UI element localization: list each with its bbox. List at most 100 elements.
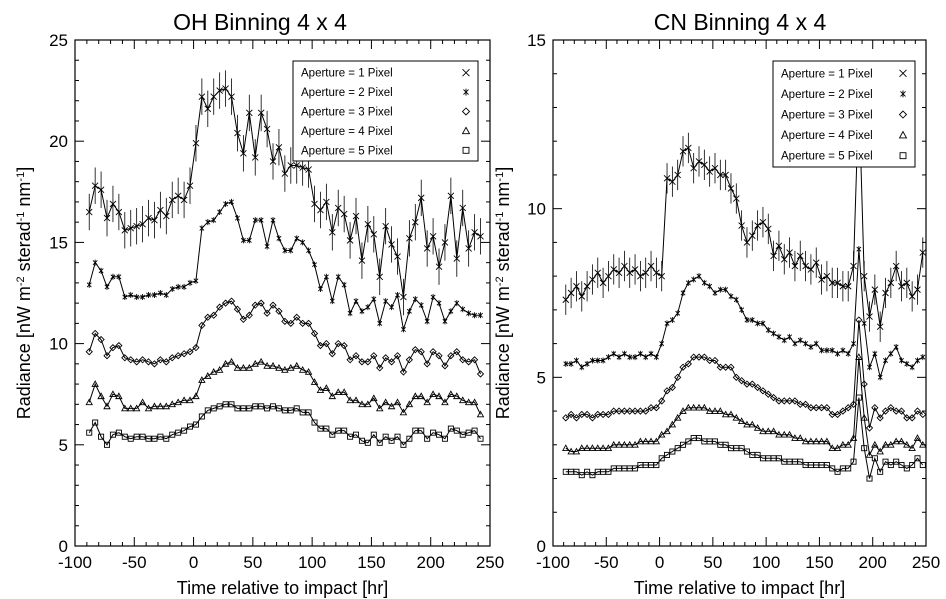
data-point: [663, 174, 671, 182]
data-point: [151, 216, 158, 224]
data-point: [465, 358, 473, 366]
data-point: [840, 347, 846, 354]
plot-frame: [74, 39, 491, 547]
data-point: [835, 350, 841, 357]
data-point: [387, 358, 396, 366]
data-point: [245, 109, 253, 117]
data-point: [593, 444, 602, 452]
data-point: [828, 279, 836, 287]
data-point: [169, 431, 176, 438]
data-point: [673, 413, 682, 421]
series-aperture-4-pixel: [85, 357, 485, 418]
data-point: [775, 242, 783, 250]
data-point: [453, 427, 460, 434]
x-axis-label: Time relative to impact [hr]: [177, 578, 388, 598]
legend-label: Aperture = 2 Pixel: [301, 87, 393, 99]
data-point: [116, 273, 122, 280]
data-point: [311, 200, 318, 208]
data-point: [388, 241, 395, 248]
data-point: [791, 262, 799, 270]
chart-title: CN Binning 4 x 4: [654, 9, 827, 35]
data-point: [562, 444, 570, 452]
data-point: [174, 352, 182, 360]
data-point: [881, 440, 890, 448]
data-point: [340, 210, 348, 218]
data-point: [903, 279, 911, 287]
data-point: [674, 445, 681, 452]
data-point: [738, 445, 745, 452]
data-point: [834, 279, 841, 287]
data-point: [305, 166, 312, 173]
data-point: [346, 356, 354, 364]
data-point: [609, 440, 618, 448]
data-point: [711, 407, 719, 414]
line-aperture-3-pixel: [88, 300, 481, 375]
data-point: [316, 386, 325, 394]
data-point: [589, 472, 596, 479]
data-point: [578, 410, 586, 419]
data-point: [470, 398, 479, 406]
data-point: [765, 327, 771, 334]
data-point: [275, 363, 283, 371]
data-point: [430, 294, 436, 301]
data-point: [860, 380, 868, 388]
data-point: [198, 321, 206, 330]
data-point: [139, 220, 146, 228]
data-point: [636, 407, 645, 415]
data-point: [86, 429, 93, 436]
data-point: [769, 427, 778, 435]
data-point: [162, 402, 171, 410]
y-axis-label-part: sterad: [493, 221, 513, 276]
data-point: [643, 354, 649, 361]
data-point: [663, 387, 671, 395]
legend-marker: [900, 90, 906, 98]
data-point: [246, 405, 253, 412]
data-point: [103, 402, 111, 410]
data-point: [186, 182, 194, 190]
data-point: [855, 353, 863, 360]
data-point: [365, 304, 371, 311]
data-point: [471, 228, 478, 236]
data-point: [411, 392, 420, 400]
data-point: [695, 403, 703, 411]
data-point: [115, 341, 123, 350]
data-point: [210, 311, 218, 319]
data-point: [435, 392, 443, 400]
data-point: [459, 431, 466, 438]
data-point: [913, 407, 922, 415]
legend-marker: [899, 152, 907, 160]
data-point: [753, 383, 762, 392]
y-axis-label-superscript: -1: [494, 212, 506, 222]
data-point: [375, 404, 384, 412]
data-point: [341, 427, 348, 434]
data-point: [611, 350, 617, 357]
y-tick-label: 0: [59, 537, 68, 556]
data-point: [328, 350, 336, 358]
data-point: [647, 262, 655, 270]
data-point: [281, 317, 289, 325]
data-point: [228, 93, 235, 100]
data-point: [690, 353, 698, 361]
x-tick-label: 50: [243, 553, 262, 572]
legend-marker: [461, 126, 471, 135]
y-tick-label: 5: [537, 368, 546, 387]
data-point: [395, 292, 400, 299]
data-point: [453, 348, 461, 356]
data-point: [400, 326, 406, 333]
data-point: [240, 237, 246, 244]
data-point: [641, 437, 650, 445]
data-point: [903, 440, 911, 448]
data-point: [405, 356, 414, 364]
data-point: [796, 252, 804, 260]
data-point: [312, 261, 317, 268]
x-tick-label: 100: [298, 553, 326, 572]
data-point: [145, 214, 152, 222]
legend-label: Aperture = 3 Pixel: [781, 110, 873, 122]
y-axis-label-part: sterad: [14, 221, 34, 276]
data-point: [306, 247, 312, 254]
data-point: [436, 431, 443, 438]
data-point: [192, 344, 200, 352]
data-point: [717, 286, 723, 293]
data-point: [222, 85, 229, 92]
data-point: [908, 293, 916, 300]
